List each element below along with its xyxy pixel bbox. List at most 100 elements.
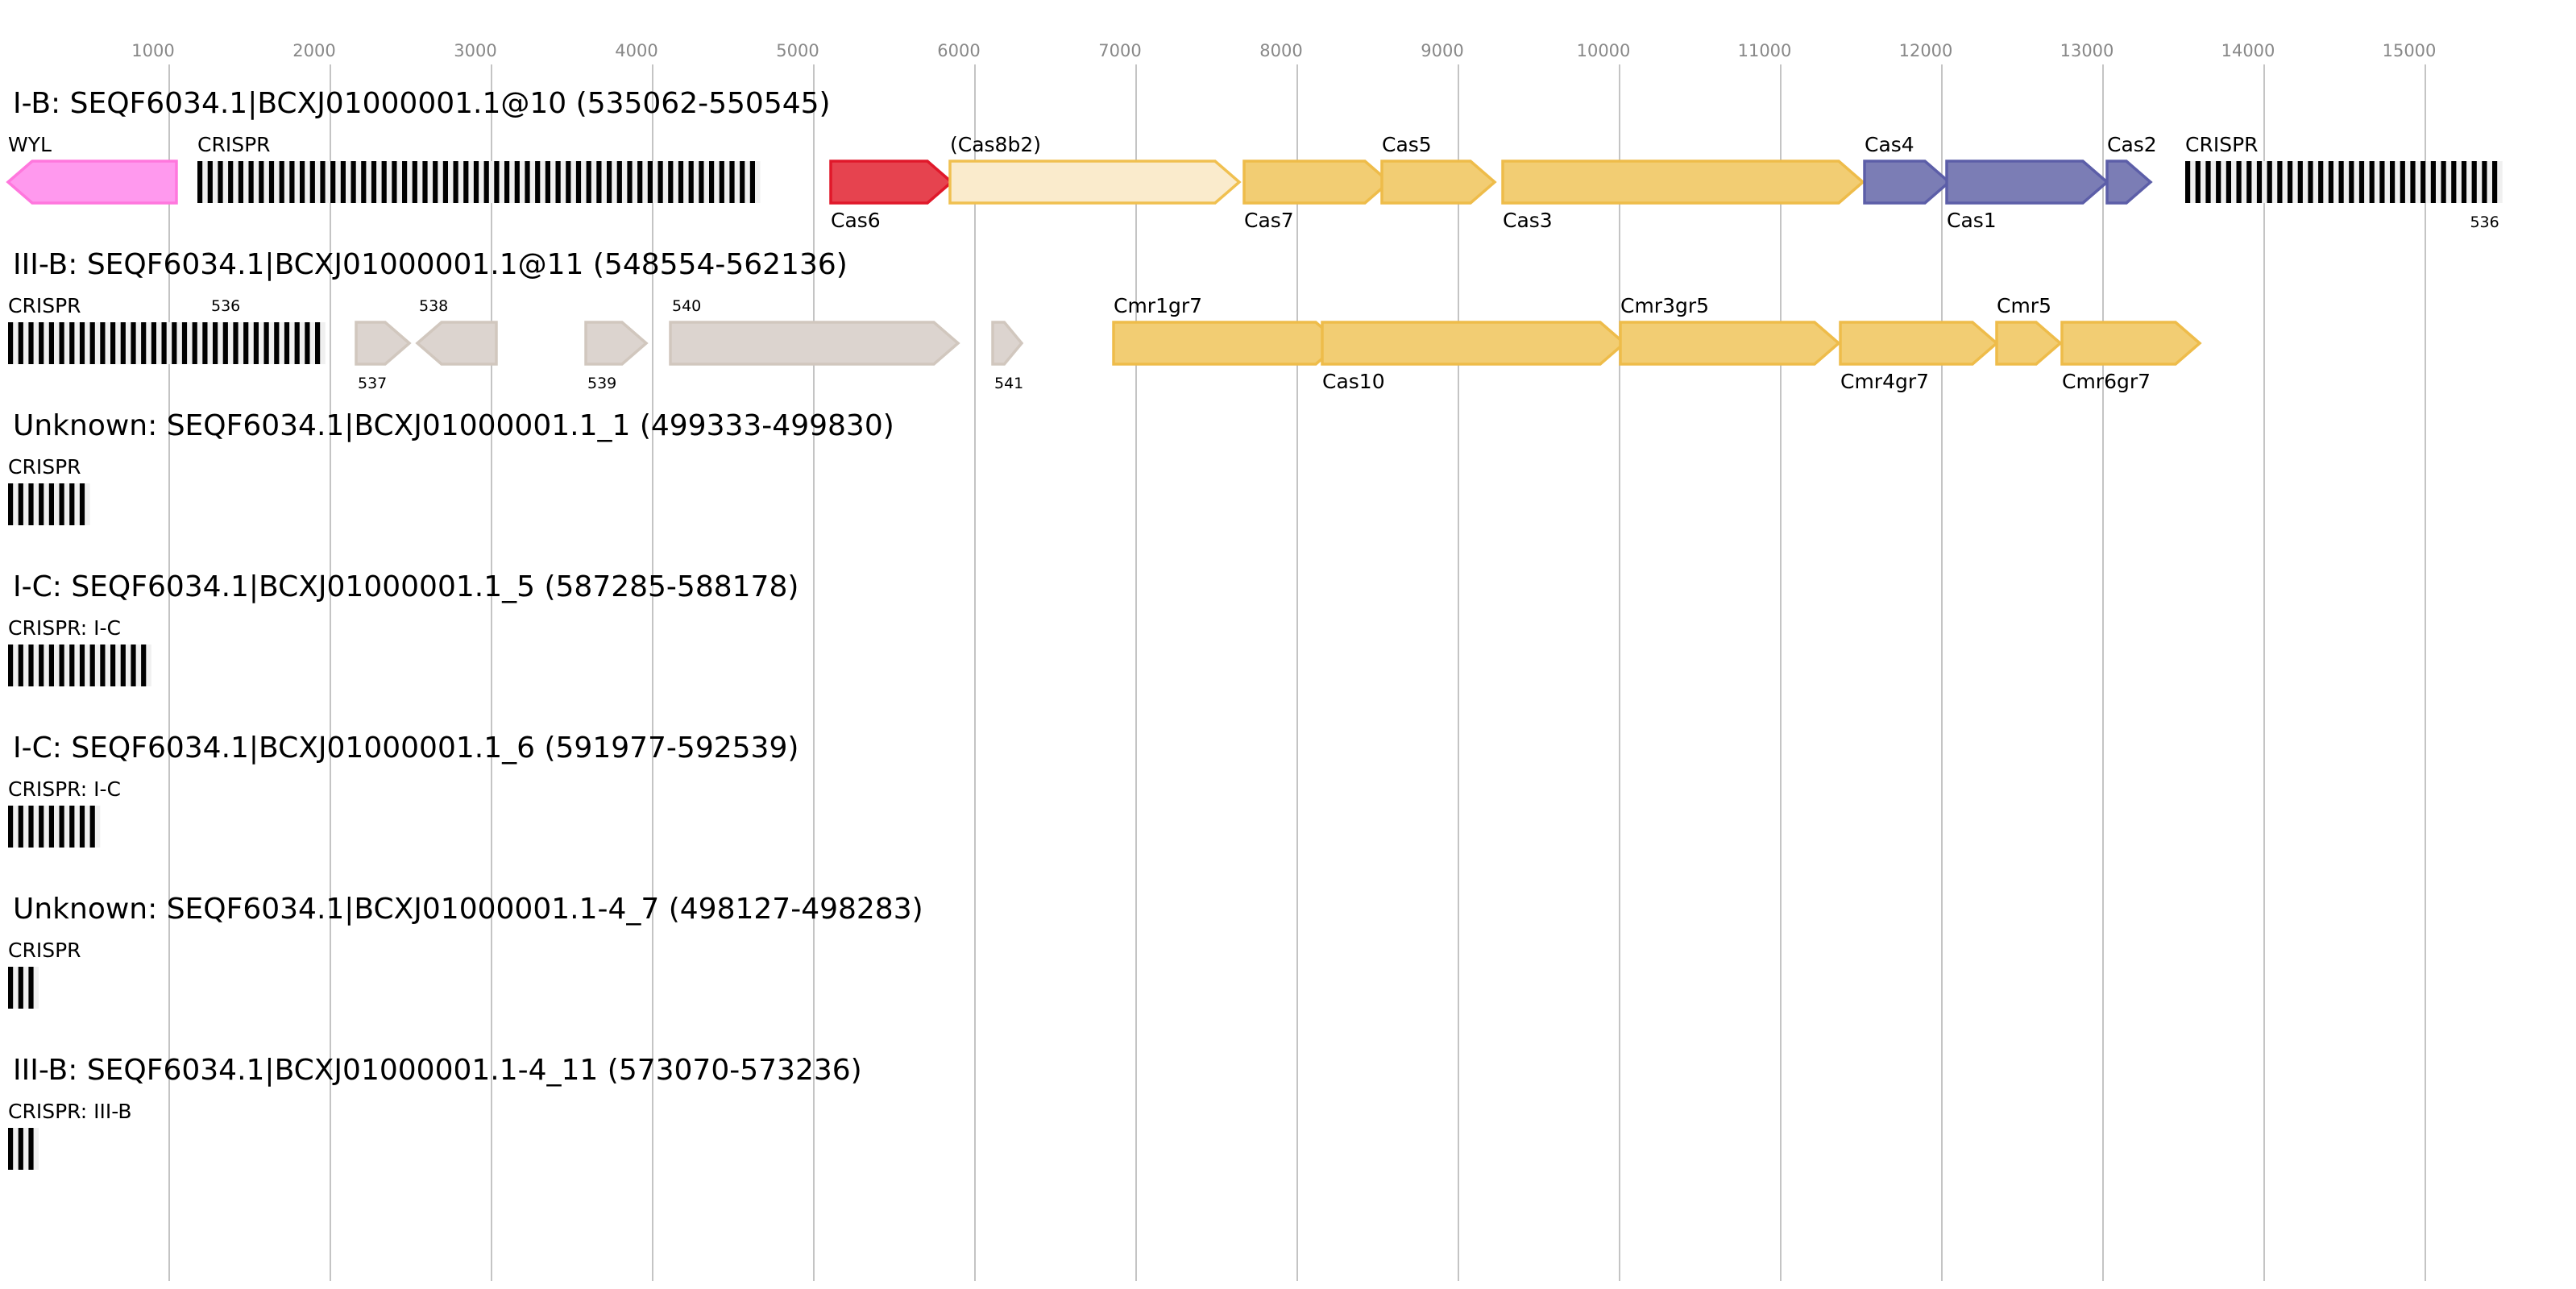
tick-label: 14000	[2221, 41, 2275, 60]
tick-label: 9000	[1421, 41, 1463, 60]
crispr-repeat	[463, 161, 469, 203]
crispr-repeat	[719, 161, 724, 203]
cluster-row: III-B: SEQF6034.1|BCXJ01000001.1-4_11 (5…	[8, 1054, 862, 1170]
gene-shape	[2060, 321, 2202, 366]
crispr-repeat	[259, 161, 264, 203]
gene-shape	[6, 160, 178, 205]
crispr-repeat	[2451, 161, 2457, 203]
crispr-repeat	[2236, 161, 2242, 203]
gene-shape	[1242, 160, 1392, 205]
feature-label: CRISPR: III-B	[8, 1100, 132, 1123]
feature-label: CRISPR	[2185, 133, 2259, 156]
tick-label: 11000	[1738, 41, 1792, 60]
crispr-repeat	[315, 322, 321, 364]
row-title: I-B: SEQF6034.1|BCXJ01000001.1@10 (53506…	[13, 87, 831, 120]
crispr-repeat	[2246, 161, 2252, 203]
crispr-repeat	[2277, 161, 2283, 203]
crispr-repeat	[2328, 161, 2333, 203]
crispr-repeat	[279, 161, 284, 203]
crispr-repeat	[192, 322, 197, 364]
crispr-repeat	[2225, 161, 2231, 203]
feature-label: Cmr1gr7	[1114, 294, 1202, 317]
crispr-repeat	[213, 322, 218, 364]
crispr-repeat	[473, 161, 479, 203]
crispr-repeat	[2430, 161, 2436, 203]
crispr-repeat	[228, 161, 234, 203]
feature-label: CRISPR: I-C	[8, 616, 121, 640]
crispr-repeat	[263, 322, 269, 364]
crispr-array: CRISPR 536	[8, 294, 326, 364]
cluster-row: Unknown: SEQF6034.1|BCXJ01000001.1_1 (49…	[8, 409, 894, 525]
crispr-repeat	[555, 161, 561, 203]
gene-arrow: 541	[991, 321, 1024, 392]
crispr-repeat	[48, 483, 54, 525]
crispr-repeat	[8, 322, 14, 364]
gene-arrow: Cas1	[1945, 160, 2109, 232]
crispr-repeat	[483, 161, 489, 203]
crispr-repeat	[320, 161, 326, 203]
crispr-repeat	[2471, 161, 2477, 203]
grid: 1000 2000 3000 4000 5000 6000 7000 8000 9000 1000…	[131, 41, 2436, 1281]
crispr-repeat	[131, 644, 136, 686]
gene-arrow: Cmr3gr5	[1619, 294, 1841, 366]
crispr-repeat	[48, 806, 54, 848]
gene-arrow: Cmr6gr7	[2060, 321, 2202, 393]
crispr-array: CRISPR	[8, 455, 90, 525]
crispr-repeat	[89, 806, 95, 848]
crispr-repeat	[79, 322, 85, 364]
crispr-repeat	[525, 161, 530, 203]
gene-shape	[1619, 321, 1841, 366]
feature-label: CRISPR	[8, 455, 81, 479]
crispr-repeat	[100, 322, 106, 364]
crispr-repeat	[616, 161, 622, 203]
crispr-repeat	[238, 161, 243, 203]
crispr-repeat	[678, 161, 684, 203]
feature-sublabel: 536	[2470, 213, 2499, 231]
crispr-repeat	[657, 161, 663, 203]
crispr-array: CRISPR	[197, 133, 761, 203]
crispr-repeat	[181, 322, 188, 364]
tick-label: 7000	[1098, 41, 1141, 60]
feature-label: Cas7	[1244, 209, 1294, 232]
gene-arrow: Cmr4gr7	[1839, 321, 1999, 393]
crispr-repeat	[688, 161, 694, 203]
gene-shape	[1839, 321, 1999, 366]
gene-shape	[991, 321, 1024, 366]
tick-label: 5000	[776, 41, 819, 60]
crispr-repeat	[2216, 161, 2221, 203]
crispr-repeat	[294, 322, 300, 364]
crispr-repeat	[18, 322, 23, 364]
crispr-repeat	[2308, 161, 2313, 203]
crispr-repeat	[222, 322, 228, 364]
crispr-repeat	[28, 1128, 34, 1170]
crispr-repeat	[248, 161, 254, 203]
crispr-repeat	[202, 322, 208, 364]
gene-shape	[2105, 160, 2153, 205]
gene-shape	[829, 160, 954, 205]
gene-arrow: 540	[669, 297, 960, 366]
feature-label: Cmr3gr5	[1620, 294, 1709, 317]
tick-label: 13000	[2060, 41, 2114, 60]
row-title: Unknown: SEQF6034.1|BCXJ01000001.1_1 (49…	[13, 409, 894, 442]
feature-label: Cas1	[1947, 209, 1997, 232]
crispr-repeat	[2390, 161, 2396, 203]
gene-shape	[1995, 321, 2063, 366]
crispr-repeat	[197, 161, 203, 203]
crispr-repeat	[504, 161, 510, 203]
crispr-repeat	[433, 161, 438, 203]
gene-shape	[415, 321, 498, 366]
gene-arrow: (Cas8b2)	[948, 133, 1242, 205]
crispr-repeat	[351, 161, 356, 203]
crispr-background	[8, 967, 39, 1009]
crispr-repeat	[566, 161, 571, 203]
feature-label: Cas2	[2107, 133, 2157, 156]
crispr-repeat	[535, 161, 541, 203]
gene-shape	[1321, 321, 1627, 366]
tick-label: 8000	[1259, 41, 1302, 60]
crispr-repeat	[627, 161, 633, 203]
crispr-repeat	[300, 161, 305, 203]
crispr-repeat	[2185, 161, 2191, 203]
gene-shape	[1863, 160, 1952, 205]
tick-label: 10000	[1577, 41, 1631, 60]
